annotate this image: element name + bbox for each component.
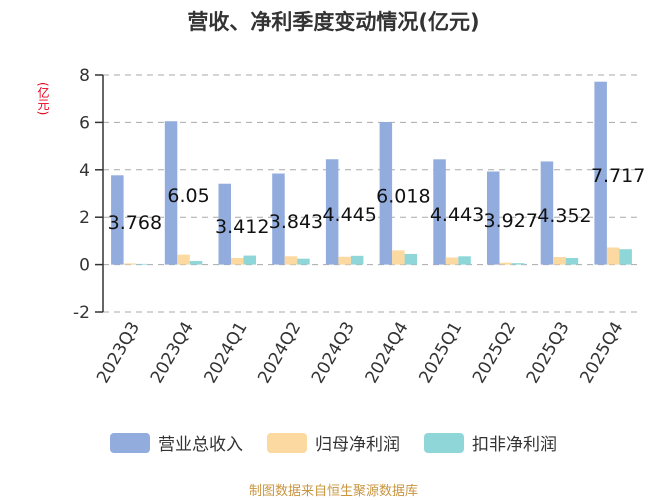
- x-tick-label: 2023Q3: [93, 319, 144, 387]
- x-tick-label: 2025Q3: [523, 319, 574, 387]
- data-label: 3.927: [484, 210, 538, 232]
- bar-deducted-net-profit: [297, 258, 310, 265]
- bar-net-profit: [284, 256, 298, 265]
- bar-chart: -2 0 2 4 6 8 3.768 2023Q3 6.05 2023Q4 3.412 2024Q1 3…: [73, 66, 645, 387]
- legend-label-revenue: 营业总收入: [158, 435, 243, 455]
- x-tick-label: 2024Q4: [362, 319, 413, 387]
- bar-revenue: [111, 175, 124, 265]
- x-tick-label: 2024Q3: [308, 319, 359, 387]
- bar-deducted-net-profit: [619, 249, 632, 265]
- bar-revenue: [433, 159, 446, 265]
- bar-revenue: [218, 183, 231, 265]
- bar-revenue: [379, 121, 393, 265]
- legend-swatch-revenue: [110, 432, 150, 453]
- y-tick-label: 8: [79, 66, 90, 86]
- bar-net-profit: [445, 257, 459, 265]
- bar-deducted-net-profit: [458, 256, 471, 265]
- x-tick-label: 2024Q2: [254, 319, 305, 387]
- data-source: 制图数据来自恒生聚源数据库: [248, 484, 418, 499]
- data-label: 7.717: [591, 165, 645, 187]
- y-axis-unit: (亿元): [36, 82, 50, 116]
- bar-revenue: [540, 161, 554, 265]
- bar-net-profit: [499, 262, 512, 265]
- bar-revenue: [164, 121, 178, 265]
- data-label: 6.05: [167, 185, 209, 207]
- bar-net-profit: [177, 254, 190, 265]
- bar-revenue: [594, 81, 607, 265]
- legend: 营业总收入 归母净利润 扣非净利润: [0, 430, 667, 455]
- data-label: 4.352: [537, 205, 591, 227]
- bar-net-profit: [231, 257, 244, 265]
- legend-label-deducted-net-profit: 扣非净利润: [472, 435, 557, 455]
- bar-deducted-net-profit: [404, 253, 418, 265]
- y-tick-label: 6: [79, 113, 90, 133]
- bar-deducted-net-profit: [189, 261, 203, 265]
- data-label: 4.445: [322, 204, 376, 226]
- legend-item-net-profit[interactable]: 归母净利润: [267, 430, 400, 455]
- x-tick-label: 2025Q2: [469, 319, 520, 387]
- x-tick-label: 2023Q4: [147, 319, 198, 387]
- data-label: 3.768: [108, 212, 162, 234]
- legend-item-revenue[interactable]: 营业总收入: [110, 430, 243, 455]
- legend-swatch-net-profit: [267, 432, 307, 453]
- chart-title: 营收、净利季度变动情况(亿元): [187, 10, 480, 34]
- bar-deducted-net-profit: [350, 255, 364, 265]
- legend-item-deducted-net-profit[interactable]: 扣非净利润: [424, 430, 557, 455]
- x-tick-label: 2025Q4: [576, 319, 627, 387]
- bar-deducted-net-profit: [512, 263, 525, 265]
- bar-net-profit: [606, 247, 620, 265]
- x-tick-label: 2024Q1: [201, 319, 252, 387]
- legend-swatch-deducted-net-profit: [424, 432, 464, 453]
- y-tick-label: -2: [73, 303, 90, 323]
- data-label: 6.018: [376, 185, 430, 207]
- bar-deducted-net-profit: [243, 255, 256, 265]
- data-label: 4.443: [430, 204, 484, 226]
- bar-revenue: [325, 159, 339, 265]
- y-tick-label: 4: [79, 161, 90, 181]
- bar-revenue: [272, 173, 285, 265]
- bar-net-profit: [338, 256, 351, 265]
- bar-net-profit: [123, 263, 137, 265]
- data-label: 3.412: [215, 216, 269, 238]
- bar-deducted-net-profit: [136, 263, 149, 265]
- y-tick-label: 2: [79, 208, 90, 228]
- data-label: 3.843: [269, 211, 323, 233]
- legend-label-net-profit: 归母净利润: [315, 435, 400, 455]
- y-tick-label: 0: [79, 256, 90, 276]
- x-tick-label: 2025Q1: [415, 319, 466, 387]
- bar-deducted-net-profit: [565, 257, 579, 265]
- bar-net-profit: [553, 257, 566, 265]
- bar-revenue: [487, 171, 500, 265]
- bar-net-profit: [392, 250, 405, 265]
